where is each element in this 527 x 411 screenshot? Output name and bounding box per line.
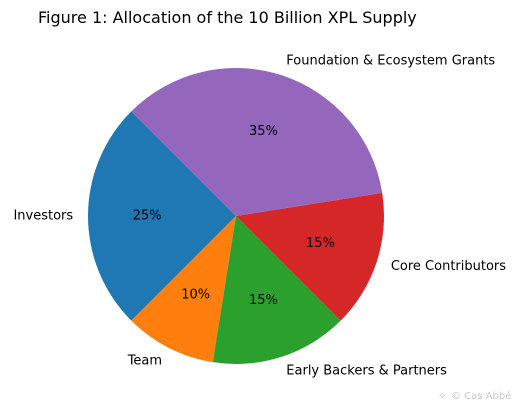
- slice-investors: [88, 111, 236, 321]
- slice-team: [131, 216, 236, 363]
- watermark-icon: ✧: [438, 391, 446, 402]
- category-label-foundation-and-ecosystem-grants: Foundation & Ecosystem Grants: [286, 54, 495, 69]
- slice-early-backers-and-partners: [212, 216, 341, 364]
- percent-label-core-contributors: 15%: [306, 236, 335, 251]
- percent-label-investors: 25%: [133, 209, 162, 224]
- percent-labels: 25% 10% 15% 15% 35%: [133, 124, 335, 308]
- slice-core-contributors: [236, 192, 384, 321]
- slice-foundation-and-ecosystem-grants: [131, 68, 383, 216]
- pie-slices: [88, 68, 384, 364]
- category-label-core-contributors: Core Contributors: [391, 259, 506, 274]
- percent-label-early-backers-and-partners: 15%: [249, 293, 278, 308]
- watermark: ✧ © Cas Abbé: [438, 390, 511, 402]
- category-label-investors: Investors: [13, 209, 73, 224]
- category-labels: Investors Team Early Backers & Partners Cor…: [13, 54, 506, 379]
- percent-label-foundation-and-ecosystem-grants: 35%: [249, 124, 278, 139]
- category-label-team: Team: [127, 354, 162, 369]
- watermark-text: © Cas Abbé: [451, 390, 511, 402]
- percent-label-team: 10%: [181, 288, 210, 303]
- chart-title: Figure 1: Allocation of the 10 Billion X…: [38, 8, 417, 27]
- category-label-early-backers-and-partners: Early Backers & Partners: [286, 363, 447, 378]
